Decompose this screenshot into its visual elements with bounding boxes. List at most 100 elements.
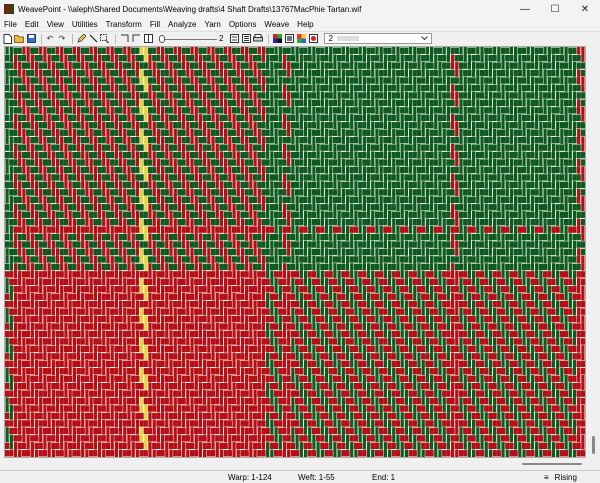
weft-float	[210, 218, 216, 226]
grid-tool-icon[interactable]	[143, 34, 153, 44]
menu-transform[interactable]: Transform	[105, 19, 142, 29]
weft-float	[89, 62, 94, 69]
print-icon[interactable]	[253, 34, 264, 44]
palette-icon[interactable]	[296, 34, 306, 44]
warp-float	[219, 69, 224, 77]
weft-float	[345, 271, 350, 278]
warp-float	[535, 121, 539, 129]
menu-weave[interactable]: Weave	[264, 19, 290, 29]
menu-help[interactable]: Help	[297, 19, 314, 29]
weft-float	[416, 129, 422, 136]
warp-float	[480, 293, 484, 301]
warp-float	[219, 307, 224, 316]
warp-float	[350, 173, 354, 182]
warp-float	[316, 84, 320, 92]
weft-float	[580, 122, 585, 129]
weave-drawdown-canvas[interactable]	[4, 46, 586, 458]
warp-float	[228, 143, 232, 152]
menu-fill[interactable]: Fill	[149, 19, 161, 29]
fabric-view-icon[interactable]	[284, 34, 294, 44]
menu-analyze[interactable]: Analyze	[168, 19, 197, 29]
select-tool-icon[interactable]	[100, 33, 110, 44]
warp-float	[535, 151, 539, 159]
close-button[interactable]: ✕	[580, 3, 590, 15]
warp-float	[110, 47, 114, 55]
warp-float	[68, 218, 72, 226]
warp-float	[97, 151, 102, 159]
weft-float	[252, 256, 258, 263]
warp-float	[274, 307, 278, 316]
warp-float	[224, 69, 228, 77]
weft-float	[450, 166, 455, 174]
warp-float	[60, 293, 64, 301]
weft-float	[257, 293, 262, 300]
weft-float	[63, 107, 69, 114]
weft-float	[295, 300, 300, 308]
warp-float	[18, 270, 22, 279]
warp-float	[564, 255, 568, 264]
weft-float	[374, 174, 380, 181]
color-grid-icon[interactable]	[272, 34, 282, 44]
weft-float	[391, 151, 396, 159]
weft-float	[34, 226, 39, 233]
warp-float	[459, 47, 463, 55]
warp-float	[110, 106, 114, 115]
warp-float	[577, 188, 581, 197]
weft-float	[202, 174, 207, 181]
menu-view[interactable]: View	[46, 19, 64, 29]
minimize-button[interactable]: —	[520, 3, 530, 15]
open-folder-icon[interactable]	[14, 34, 24, 44]
new-file-icon[interactable]	[2, 33, 12, 44]
weft-float	[248, 69, 253, 77]
warp-float	[266, 114, 270, 122]
weft-float	[47, 99, 52, 107]
warp-float	[417, 240, 421, 249]
weft-float	[341, 144, 346, 151]
corner-tool-icon[interactable]	[119, 34, 129, 44]
draft-view-icon[interactable]	[229, 34, 239, 44]
warp-float	[169, 300, 173, 308]
redo-icon[interactable]: ↷	[58, 33, 66, 43]
text-view-icon[interactable]	[241, 34, 251, 44]
zoom-slider[interactable]	[159, 34, 217, 44]
warp-float	[287, 61, 291, 70]
undo-icon[interactable]: ↶	[46, 33, 54, 43]
warp-float	[148, 143, 152, 152]
warp-float	[341, 47, 345, 55]
warp-float	[186, 158, 190, 167]
warp-float	[488, 300, 493, 308]
warp-float	[18, 181, 22, 189]
warp-float	[345, 136, 350, 144]
flip-tool-icon[interactable]	[131, 34, 141, 44]
line-tool-icon[interactable]	[88, 34, 98, 44]
menu-yarn[interactable]: Yarn	[204, 19, 221, 29]
menu-options[interactable]: Options	[228, 19, 257, 29]
warp-float	[76, 76, 81, 85]
menu-file[interactable]: File	[4, 19, 17, 29]
menu-edit[interactable]: Edit	[24, 19, 39, 29]
warp-float	[526, 99, 530, 107]
weft-float	[332, 226, 338, 233]
warp-float	[404, 307, 409, 316]
warp-float	[505, 278, 509, 286]
pencil-tool-icon[interactable]	[76, 34, 86, 44]
warp-float	[110, 225, 114, 234]
weft-float	[500, 77, 506, 84]
weft-float	[84, 144, 90, 151]
warp-float	[312, 196, 316, 204]
weft-float	[231, 286, 237, 293]
zoom-slider-thumb[interactable]	[159, 34, 165, 43]
save-icon[interactable]	[26, 34, 36, 44]
weft-float	[337, 144, 342, 151]
weft-float	[198, 196, 203, 204]
weft-float	[303, 107, 308, 114]
weave-drawdown[interactable]	[5, 47, 585, 457]
maximize-button[interactable]: ☐	[550, 3, 560, 15]
weft-float	[17, 226, 22, 233]
warp-float	[249, 151, 253, 159]
menu-utilities[interactable]: Utilities	[71, 19, 98, 29]
color-select-dropdown[interactable]: 2	[324, 33, 433, 44]
warp-float	[497, 225, 501, 234]
yarn-color-icon[interactable]	[308, 34, 318, 44]
warp-float	[404, 211, 409, 219]
